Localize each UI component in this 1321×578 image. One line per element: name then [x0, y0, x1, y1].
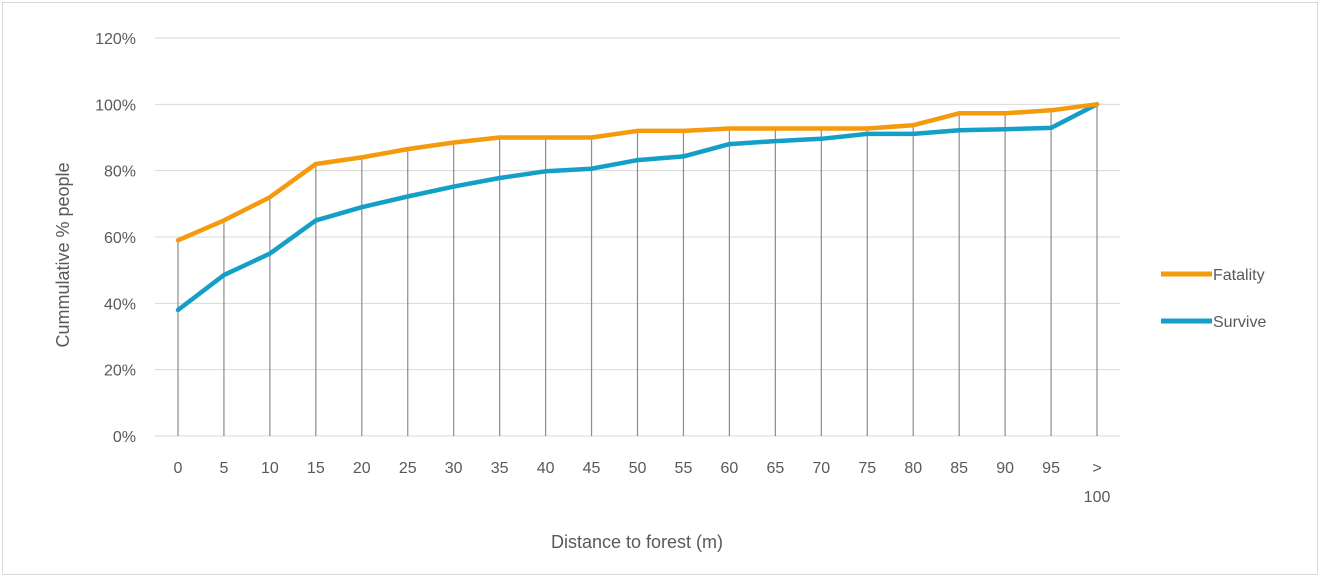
x-tick-label: 10 [261, 460, 279, 477]
x-tick-label: 45 [583, 460, 601, 477]
x-tick-label: 50 [629, 460, 647, 477]
x-tick-label: 20 [353, 460, 371, 477]
x-tick-label: 65 [766, 460, 784, 477]
x-tick-label: 95 [1042, 460, 1060, 477]
x-tick-label: 70 [812, 460, 830, 477]
series-line-fatality [175, 102, 1100, 243]
x-tick-label: 40 [537, 460, 555, 477]
y-tick-label: 80% [104, 164, 136, 181]
x-tick-label: 60 [721, 460, 739, 477]
y-tick-label: 20% [104, 363, 136, 380]
x-tick-label: 90 [996, 460, 1014, 477]
x-tick-label: 80 [904, 460, 922, 477]
y-axis-ticks: 0% 20% 40% 60% 80% 100% 120% [95, 31, 136, 446]
series-lines [175, 102, 1100, 313]
legend: Fatality Survive [1161, 267, 1266, 331]
x-tick-label: 85 [950, 460, 968, 477]
x-axis-ticks: 0 5 10 15 20 25 30 35 40 45 50 55 60 65 70 75 80 85 90 95 >1… [174, 460, 1111, 506]
x-tick-label: 0 [174, 460, 183, 477]
y-tick-label: 0% [113, 429, 136, 446]
x-tick-label: 15 [307, 460, 325, 477]
x-tick-label: 5 [219, 460, 228, 477]
drop-lines [177, 104, 1098, 436]
legend-label-survive: Survive [1213, 314, 1266, 331]
x-tick-label: 75 [858, 460, 876, 477]
x-tick-label: 25 [399, 460, 417, 477]
y-tick-label: 120% [95, 31, 136, 48]
x-tick-label: 35 [491, 460, 509, 477]
x-tick-label: 55 [675, 460, 693, 477]
y-tick-label: 40% [104, 296, 136, 313]
x-tick-label: 30 [445, 460, 463, 477]
x-tick-label: >100 [1084, 460, 1111, 506]
y-tick-label: 100% [95, 97, 136, 114]
y-axis-title: Cummulative % people [53, 162, 73, 347]
y-tick-label: 60% [104, 230, 136, 247]
series-line-survive [175, 102, 1100, 313]
x-axis-title: Distance to forest (m) [551, 532, 723, 552]
legend-label-fatality: Fatality [1213, 267, 1265, 284]
